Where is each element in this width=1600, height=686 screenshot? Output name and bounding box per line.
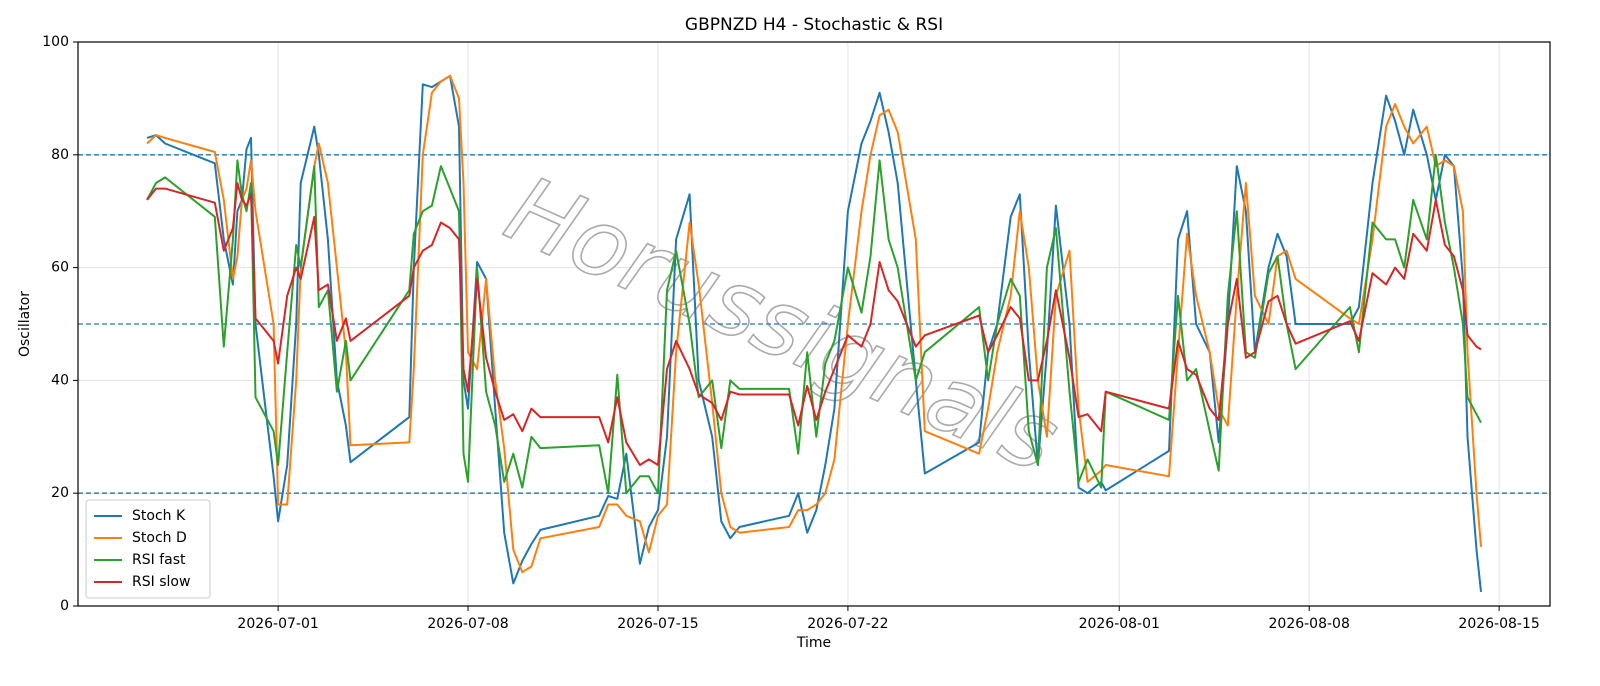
y-tick-label: 20 bbox=[51, 485, 69, 501]
x-tick-label: 2026-08-15 bbox=[1458, 616, 1539, 632]
plot-frame bbox=[77, 41, 1551, 607]
legend-label: Stoch K bbox=[132, 508, 186, 524]
x-tick-label: 2026-08-08 bbox=[1269, 616, 1350, 632]
series-line bbox=[146, 153, 1482, 495]
chart-title: GBPNZD H4 - Stochastic & RSI bbox=[685, 15, 943, 35]
legend-label: RSI slow bbox=[132, 574, 190, 590]
y-tick-label: 0 bbox=[60, 598, 69, 614]
x-tick-label: 2026-07-08 bbox=[427, 616, 508, 632]
legend-box bbox=[85, 499, 211, 599]
x-tick-label: 2026-08-01 bbox=[1079, 616, 1160, 632]
legend-label: RSI fast bbox=[132, 552, 186, 568]
x-axis-label: Time bbox=[796, 635, 831, 651]
legend-label: Stoch D bbox=[132, 530, 187, 546]
y-axis-label: Oscillator bbox=[17, 291, 33, 357]
y-tick-label: 40 bbox=[51, 372, 69, 388]
y-tick-label: 60 bbox=[51, 260, 69, 276]
x-tick-label: 2026-07-22 bbox=[807, 616, 888, 632]
x-tick-label: 2026-07-01 bbox=[237, 616, 318, 632]
y-tick-label: 100 bbox=[42, 34, 69, 50]
y-tick-label: 80 bbox=[51, 147, 69, 163]
x-tick-label: 2026-07-15 bbox=[617, 616, 698, 632]
series-line bbox=[146, 182, 1482, 466]
